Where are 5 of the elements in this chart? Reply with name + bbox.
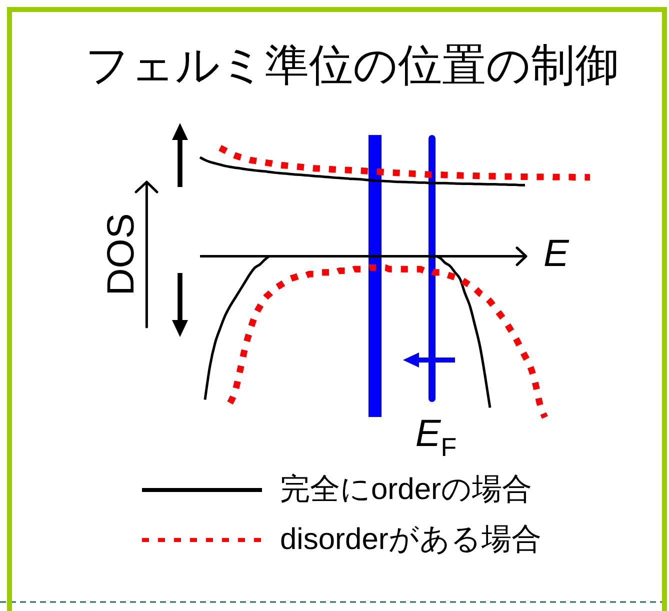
x-axis-title: E xyxy=(544,232,570,275)
chart-title: フェルミ準位の位置の制御 xyxy=(85,41,619,90)
y-axis-title: DOS xyxy=(100,213,142,296)
legend-label: 完全にorderの場合 xyxy=(280,473,532,506)
legend-label: disorderがある場合 xyxy=(280,523,542,556)
